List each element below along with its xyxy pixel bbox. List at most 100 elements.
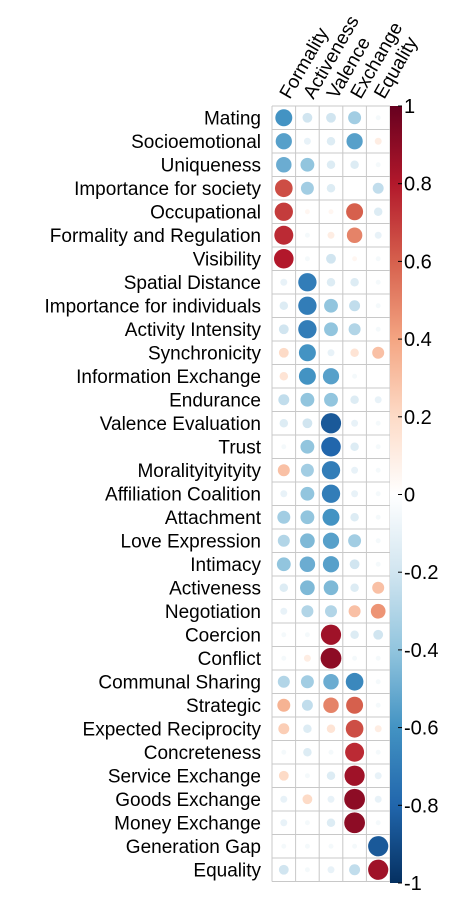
correlation-circle xyxy=(372,346,385,359)
row-label: Goods Exchange xyxy=(115,790,261,811)
correlation-circle xyxy=(280,490,288,498)
correlation-circle xyxy=(281,749,287,755)
correlation-circle xyxy=(350,583,359,592)
correlation-circle xyxy=(304,232,310,238)
row-label: Endurance xyxy=(169,390,261,411)
correlation-circle xyxy=(300,181,314,195)
row-label: Socioemotional xyxy=(131,132,261,153)
row-label: Attachment xyxy=(165,508,262,529)
correlation-circle xyxy=(348,534,362,548)
correlation-circle xyxy=(304,820,310,826)
row-label: Moralityityityity xyxy=(137,461,261,482)
correlation-circle xyxy=(277,534,290,547)
correlation-circle xyxy=(375,749,381,755)
legend-tick-label: 0.2 xyxy=(404,407,432,429)
correlation-circle xyxy=(277,510,291,524)
correlation-circle xyxy=(304,632,310,638)
correlation-circle xyxy=(275,133,292,150)
correlation-circle xyxy=(280,278,288,286)
correlation-circle xyxy=(375,420,381,426)
correlation-circle xyxy=(323,697,339,713)
correlation-circle xyxy=(278,394,290,406)
correlation-circle xyxy=(327,795,335,803)
correlation-circle xyxy=(326,818,336,827)
correlation-circle xyxy=(350,513,359,522)
correlation-circle xyxy=(280,607,288,615)
legend-tick-label: -0.2 xyxy=(404,562,438,584)
correlation-circle xyxy=(352,843,358,849)
correlation-circle xyxy=(303,137,311,145)
correlation-circle xyxy=(374,396,382,404)
correlation-circle xyxy=(277,675,290,688)
legend-tick-label: 0 xyxy=(404,485,415,507)
correlation-circle xyxy=(374,725,382,733)
correlation-circle xyxy=(375,326,381,332)
correlation-circle xyxy=(345,742,365,762)
correlation-circle xyxy=(351,466,359,474)
correlation-circle xyxy=(298,367,316,385)
correlation-circle xyxy=(368,836,389,857)
correlation-circle xyxy=(349,559,360,570)
correlation-circle xyxy=(278,723,290,735)
row-label: Intimacy xyxy=(190,555,261,576)
correlation-circle xyxy=(274,248,294,269)
correlation-circle xyxy=(278,770,289,781)
row-label: Occupational xyxy=(150,202,261,223)
row-label: Negotiation xyxy=(165,602,261,623)
row-label: Strategic xyxy=(186,696,261,717)
correlation-circle xyxy=(348,605,361,618)
correlation-circle xyxy=(298,320,317,339)
row-label: Importance for individuals xyxy=(45,296,262,317)
correlation-circle xyxy=(303,748,312,757)
correlation-circle xyxy=(346,133,363,150)
correlation-circle xyxy=(280,795,288,803)
legend-tick-label: -0.6 xyxy=(404,718,438,740)
correlation-circle xyxy=(375,820,381,826)
correlation-circle xyxy=(346,696,364,714)
correlation-circle xyxy=(349,300,361,312)
correlation-circle xyxy=(321,436,341,457)
correlation-circle xyxy=(377,375,380,378)
correlation-circle xyxy=(323,674,339,690)
correlation-circle xyxy=(370,603,386,619)
correlation-circle xyxy=(320,647,342,669)
correlation-circle xyxy=(281,655,287,661)
correlation-circle xyxy=(372,581,385,594)
correlation-circle xyxy=(301,605,314,618)
correlation-circle xyxy=(349,864,361,876)
correlation-circle xyxy=(350,278,359,287)
correlation-circle xyxy=(373,207,383,216)
correlation-circle xyxy=(327,349,335,357)
correlation-circle xyxy=(300,486,315,501)
correlation-circle xyxy=(298,273,317,292)
color-legend: 1 0.8 0.6 0.4 0.2 0 -0.2 -0.4 -0.6 -0.8 -1 xyxy=(390,96,438,895)
correlation-circle xyxy=(350,160,359,169)
correlation-circle xyxy=(328,209,334,215)
correlation-circle xyxy=(300,392,315,407)
row-label: Formality and Regulation xyxy=(50,226,261,247)
correlation-circle xyxy=(375,467,381,473)
correlation-circle xyxy=(324,298,338,313)
row-label: Mating xyxy=(204,108,261,129)
correlation-circle xyxy=(327,231,335,239)
correlation-circle xyxy=(300,580,315,596)
row-label: Conflict xyxy=(198,649,262,670)
column-labels: FormalityActivenessValenceExchangeEquali… xyxy=(276,12,423,102)
legend-tick-label: 0.8 xyxy=(404,174,432,196)
legend-color-bar xyxy=(390,106,402,883)
legend-tick-label: 0.6 xyxy=(404,251,432,273)
correlation-circle xyxy=(326,112,336,123)
correlation-circle xyxy=(304,843,310,849)
correlation-circle xyxy=(280,819,288,827)
correlation-circle xyxy=(346,227,363,243)
correlation-circle xyxy=(351,419,359,427)
correlation-circle xyxy=(345,719,364,738)
correlation-circle xyxy=(326,160,336,169)
correlation-circle xyxy=(298,344,316,362)
row-label: Communal Sharing xyxy=(98,672,261,693)
legend-tick-label: -1 xyxy=(404,873,422,895)
correlation-circle xyxy=(374,231,382,239)
correlation-circle xyxy=(327,866,335,874)
row-label: Uniqueness xyxy=(161,155,261,176)
